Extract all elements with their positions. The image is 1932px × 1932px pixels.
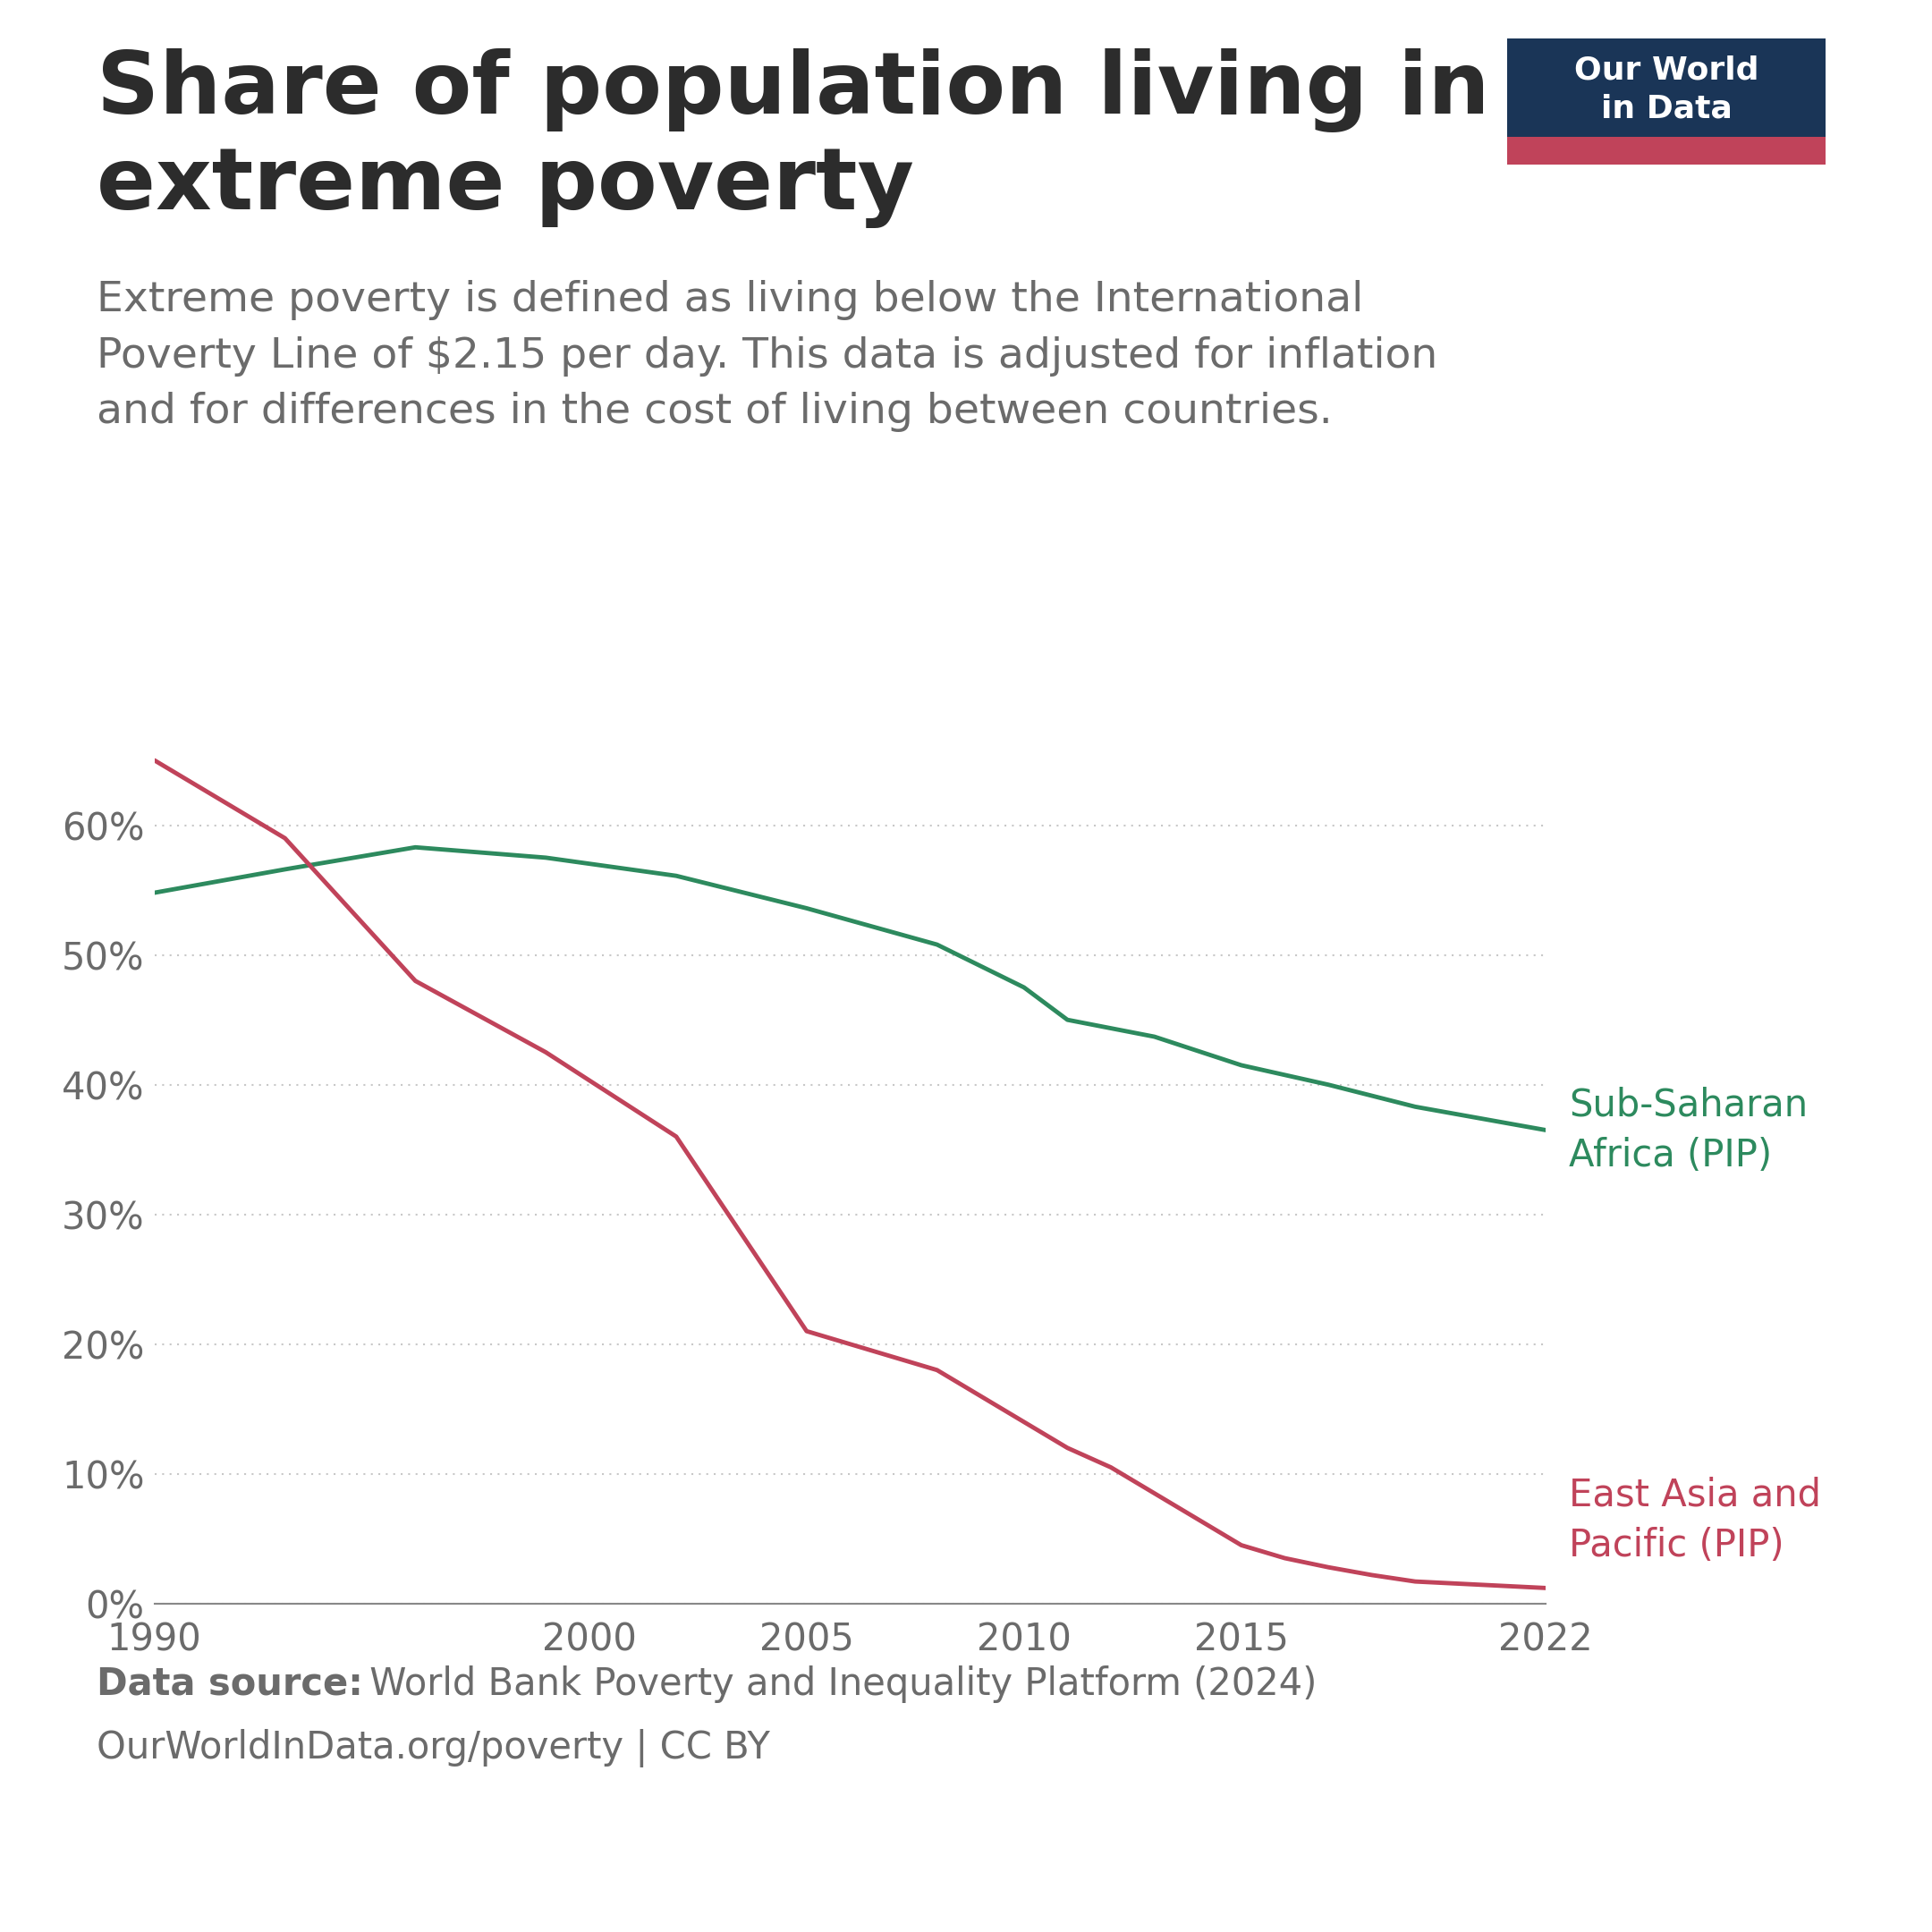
Text: OurWorldInData.org/poverty | CC BY: OurWorldInData.org/poverty | CC BY [97, 1729, 771, 1768]
Text: World Bank Poverty and Inequality Platform (2024): World Bank Poverty and Inequality Platfo… [357, 1665, 1316, 1702]
Text: Sub-Saharan
Africa (PIP): Sub-Saharan Africa (PIP) [1569, 1086, 1808, 1175]
Text: Share of population living in: Share of population living in [97, 48, 1490, 133]
Text: Our World: Our World [1575, 54, 1758, 85]
Text: extreme poverty: extreme poverty [97, 145, 914, 228]
Text: in Data: in Data [1602, 95, 1731, 124]
Text: East Asia and
Pacific (PIP): East Asia and Pacific (PIP) [1569, 1476, 1822, 1565]
Text: Data source:: Data source: [97, 1665, 363, 1702]
Text: Extreme poverty is defined as living below the International
Poverty Line of $2.: Extreme poverty is defined as living bel… [97, 280, 1437, 433]
